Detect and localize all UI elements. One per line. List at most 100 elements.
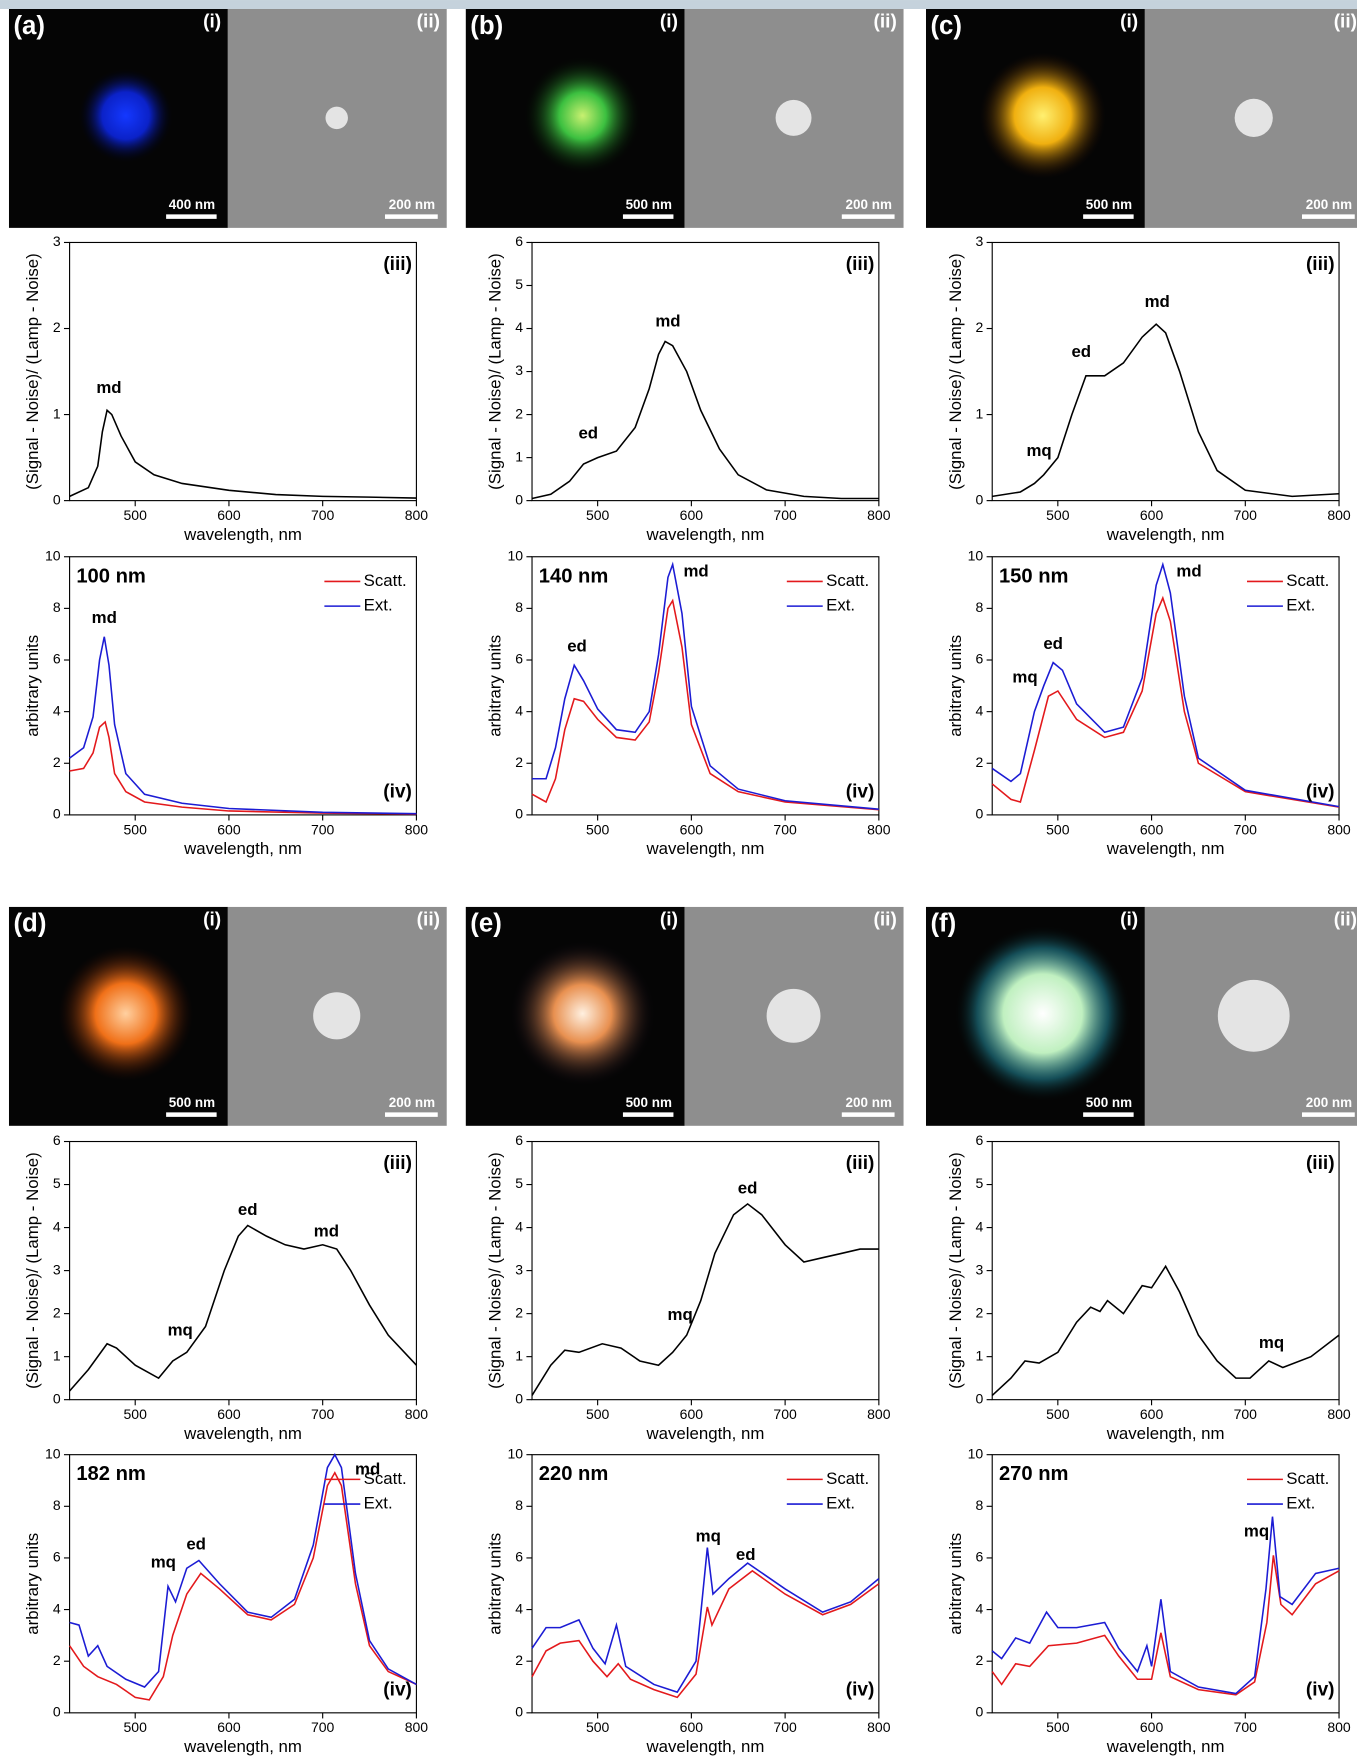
plot-tag: (iv) bbox=[846, 781, 875, 802]
y-tick-label: 3 bbox=[53, 1261, 61, 1277]
nanoparticle bbox=[775, 99, 812, 136]
x-tick-label: 500 bbox=[586, 821, 610, 837]
plot-frame bbox=[531, 556, 880, 816]
y-tick-label: 8 bbox=[975, 599, 983, 615]
y-tick-label: 4 bbox=[975, 1218, 983, 1234]
annotation: md bbox=[683, 562, 708, 581]
image-tag: (ii) bbox=[873, 909, 896, 930]
y-tick-label: 8 bbox=[515, 599, 523, 615]
y-tick-label: 0 bbox=[975, 1704, 983, 1720]
y-tick-label: 3 bbox=[515, 362, 523, 378]
x-axis-label: wavelength, nm bbox=[183, 839, 302, 858]
x-tick-label: 500 bbox=[1046, 507, 1070, 523]
plot-tag: (iv) bbox=[383, 1679, 412, 1700]
scattering-spot bbox=[955, 926, 1131, 1102]
plot-frame bbox=[531, 1140, 880, 1401]
x-tick-label: 600 bbox=[680, 1719, 704, 1735]
plot-frame bbox=[991, 1454, 1340, 1714]
y-tick-label: 1 bbox=[975, 1347, 983, 1363]
data-line bbox=[68, 1471, 417, 1701]
plot-frame bbox=[991, 556, 1340, 816]
nanoparticle bbox=[325, 106, 348, 130]
y-tick-label: 0 bbox=[53, 1390, 61, 1406]
y-tick-label: 5 bbox=[53, 1175, 61, 1191]
image-tag: (ii) bbox=[873, 12, 896, 33]
annotation: mq bbox=[1012, 668, 1037, 687]
y-tick-label: 2 bbox=[975, 1652, 983, 1668]
scale-bar-label: 200 nm bbox=[1306, 197, 1352, 212]
x-tick-label: 700 bbox=[773, 1719, 797, 1735]
y-tick-label: 0 bbox=[975, 491, 983, 507]
plot-tag: (iv) bbox=[1306, 781, 1335, 802]
y-tick-label: 10 bbox=[968, 1445, 984, 1461]
x-tick-label: 800 bbox=[1327, 1719, 1351, 1735]
y-tick-label: 4 bbox=[515, 319, 523, 335]
x-tick-label: 600 bbox=[1140, 1406, 1164, 1422]
data-line bbox=[69, 636, 417, 815]
y-axis-label: arbitrary units bbox=[486, 635, 505, 737]
data-line bbox=[531, 1547, 880, 1694]
annotation: md bbox=[96, 378, 121, 397]
panel-label: (a) bbox=[13, 12, 45, 40]
scattering-spot bbox=[58, 946, 194, 1081]
y-tick-label: 6 bbox=[975, 1132, 983, 1148]
y-tick-label: 4 bbox=[53, 1218, 61, 1234]
x-tick-label: 700 bbox=[311, 507, 335, 523]
scale-bar-label: 200 nm bbox=[389, 197, 435, 212]
x-tick-label: 800 bbox=[1327, 507, 1351, 523]
x-tick-label: 800 bbox=[867, 507, 891, 523]
scale-bar-label: 200 nm bbox=[1306, 1095, 1352, 1110]
plot-tag: (iii) bbox=[383, 254, 412, 275]
y-tick-label: 2 bbox=[515, 405, 523, 421]
y-axis-label: (Signal - Noise)/ (Lamp - Noise) bbox=[23, 253, 42, 490]
data-line bbox=[532, 561, 879, 810]
legend-label: Ext. bbox=[826, 596, 855, 615]
y-tick-label: 0 bbox=[975, 806, 983, 822]
y-tick-label: 4 bbox=[515, 1218, 523, 1234]
scattering-spot bbox=[78, 68, 173, 163]
image-tag: (ii) bbox=[417, 909, 440, 930]
y-tick-label: 2 bbox=[53, 1652, 61, 1668]
data-line bbox=[531, 340, 879, 500]
image-tag: (i) bbox=[660, 909, 678, 930]
nanoparticle bbox=[766, 988, 821, 1043]
y-axis-label: (Signal - Noise)/ (Lamp - Noise) bbox=[486, 253, 505, 490]
annotation: mq bbox=[151, 1553, 176, 1572]
y-axis-label: arbitrary units bbox=[486, 1533, 505, 1635]
x-tick-label: 700 bbox=[311, 1719, 335, 1735]
legend-label: Scatt. bbox=[1286, 571, 1329, 590]
y-tick-label: 3 bbox=[515, 1261, 523, 1277]
y-tick-label: 3 bbox=[975, 1261, 983, 1277]
y-tick-label: 4 bbox=[53, 702, 61, 718]
y-tick-label: 5 bbox=[515, 276, 523, 292]
annotation: md bbox=[92, 608, 117, 627]
x-tick-label: 700 bbox=[773, 507, 797, 523]
legend-label: Scatt. bbox=[826, 1469, 869, 1488]
annotation: ed bbox=[1043, 634, 1063, 653]
y-tick-label: 6 bbox=[975, 1549, 983, 1565]
annotation: mq bbox=[1026, 441, 1051, 460]
y-tick-label: 2 bbox=[515, 1652, 523, 1668]
x-tick-label: 700 bbox=[311, 821, 335, 837]
scale-bar-label: 500 nm bbox=[626, 1095, 672, 1110]
y-axis-label: (Signal - Noise)/ (Lamp - Noise) bbox=[23, 1152, 42, 1389]
plot-frame bbox=[69, 241, 417, 502]
x-tick-label: 800 bbox=[867, 821, 891, 837]
y-tick-label: 0 bbox=[53, 806, 61, 822]
y-tick-label: 2 bbox=[53, 754, 61, 770]
y-tick-label: 0 bbox=[515, 491, 523, 507]
x-tick-label: 600 bbox=[217, 821, 241, 837]
legend-label: Scatt. bbox=[364, 1469, 407, 1488]
y-tick-label: 2 bbox=[53, 1304, 61, 1320]
legend-label: Scatt. bbox=[1286, 1469, 1329, 1488]
plot-tag: (iii) bbox=[1306, 1153, 1335, 1174]
x-axis-label: wavelength, nm bbox=[183, 1737, 302, 1756]
y-tick-label: 10 bbox=[968, 547, 984, 563]
x-axis-label: wavelength, nm bbox=[1106, 1424, 1225, 1443]
y-tick-label: 6 bbox=[515, 651, 523, 667]
x-tick-label: 700 bbox=[311, 1406, 335, 1422]
y-tick-label: 0 bbox=[53, 1704, 61, 1720]
y-tick-label: 6 bbox=[975, 651, 983, 667]
y-tick-label: 6 bbox=[515, 1549, 523, 1565]
